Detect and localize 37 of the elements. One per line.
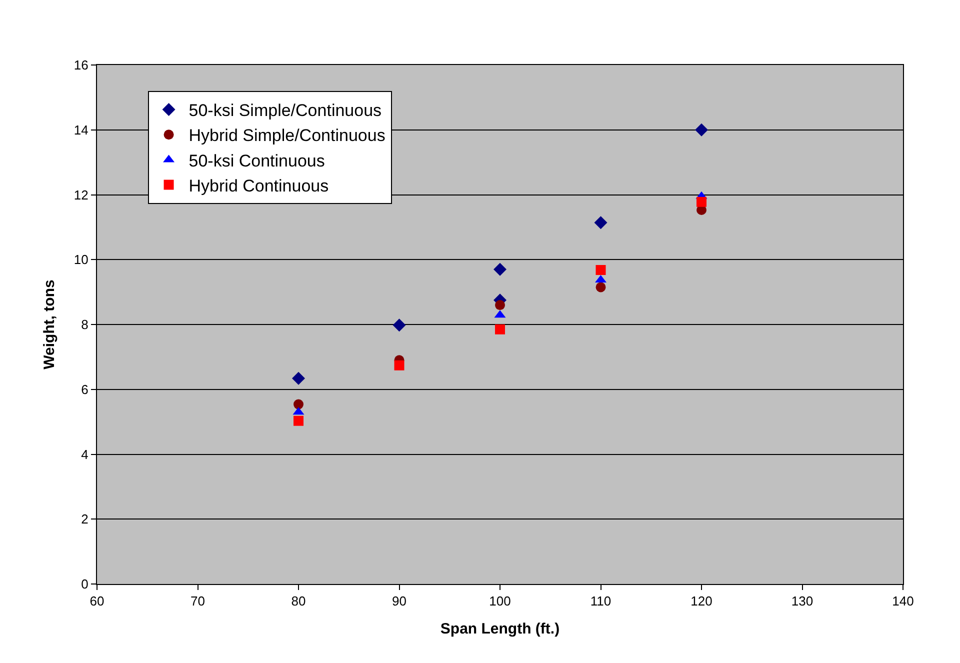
y-tick-label: 4 [81, 446, 88, 462]
point [596, 265, 606, 276]
x-tick-label: 90 [392, 594, 406, 609]
legend-label: Hybrid Continuous [188, 176, 329, 196]
legend-label: 50-ksi Continuous [188, 151, 325, 170]
point [294, 399, 304, 410]
point [695, 123, 708, 136]
point [594, 216, 608, 230]
y-axis-title: Weight, tons [41, 280, 58, 370]
point [294, 416, 304, 426]
point [292, 372, 305, 385]
x-tick-label: 110 [590, 594, 612, 609]
y-tick-label: 10 [74, 252, 88, 268]
point [596, 282, 606, 292]
y-tick-label: 16 [74, 58, 88, 73]
x-tick-label: 60 [90, 594, 104, 609]
x-tick-label: 140 [892, 594, 914, 609]
y-tick-label: 8 [81, 317, 88, 332]
point [696, 196, 706, 207]
point [392, 318, 406, 332]
x-tick-label: 80 [291, 594, 306, 609]
x-tick-label: 100 [489, 594, 511, 609]
y-tick-label: 6 [81, 382, 88, 397]
legend-label: 50-ksi Simple/Continuous [188, 101, 382, 120]
x-tick-label: 120 [690, 594, 712, 609]
y-tick-label: 0 [81, 576, 88, 592]
y-tick-label: 12 [74, 187, 88, 202]
x-tick-label: 130 [791, 594, 814, 609]
point [394, 360, 404, 370]
x-axis-title: Span Length (ft.) [440, 620, 560, 638]
point [495, 300, 505, 310]
y-tick-label: 2 [81, 512, 88, 527]
y-tick-label: 14 [74, 122, 88, 138]
point [495, 324, 505, 334]
legend-label: Hybrid Simple/Continuous [188, 126, 386, 146]
point [494, 262, 506, 276]
x-tick-label: 70 [190, 594, 205, 609]
